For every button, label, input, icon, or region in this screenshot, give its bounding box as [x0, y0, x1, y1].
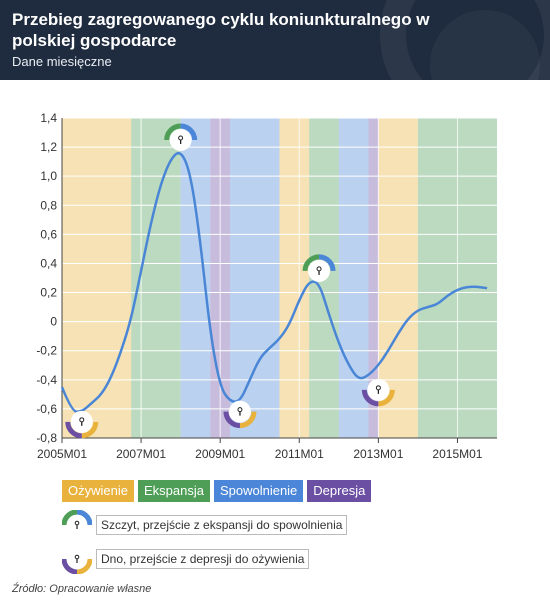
line-chart: -0,8 -0,6 -0,4 -0,2 0 0,2 0,4 0,6 0,8 1,0 1,2 1,4 20…: [36, 111, 497, 461]
legend-chip-ozywienie: Ożywienie: [62, 480, 134, 502]
x-tick-label-3: 2011M01: [275, 447, 324, 461]
series-line: [60, 151, 488, 414]
peak-marker-1: [302, 254, 336, 282]
phase-band-5: [279, 118, 310, 438]
phase-band-4: [230, 118, 280, 438]
trough-marker-2: [361, 378, 395, 407]
y-tick-label-4: 0: [50, 315, 57, 329]
trough-marker-0: [65, 410, 99, 439]
phase-band-2: [180, 118, 211, 438]
chart-header: Przebieg zagregowanego cyklu koniunktura…: [0, 0, 550, 80]
chart-title: Przebieg zagregowanego cyklu koniunktura…: [12, 10, 430, 50]
source-note: Źródło: Opracowanie własne: [12, 583, 152, 595]
chart-subtitle: Dane miesięczne: [12, 54, 112, 69]
trough-legend-label: Dno, przejście z depresji do ożywienia: [96, 549, 310, 569]
legend-chip-ekspansja: Ekspansja: [137, 480, 210, 502]
y-tick-label-10: 1,2: [40, 140, 57, 154]
y-tick-label-8: 0,8: [40, 198, 57, 212]
peak-marker-icon: [62, 510, 92, 535]
y-tick-label-0: -0,8: [36, 431, 57, 445]
legend-chip-spowolnienie: Spowolnienie: [213, 480, 304, 502]
y-tick-label-6: 0,4: [40, 256, 57, 270]
phase-band-0: [62, 118, 132, 438]
phase-band-8: [368, 118, 379, 438]
y-tick-label-1: -0,6: [36, 402, 57, 416]
trough-marker-1: [223, 400, 257, 429]
peak-legend-label: Szczyt, przejście z ekspansji do spowoln…: [96, 515, 348, 535]
x-tick-label-2: 2009M01: [195, 447, 245, 461]
peak-marker-0: [164, 123, 198, 151]
y-tick-label-2: -0,4: [36, 373, 57, 387]
y-tick-label-3: -0,2: [36, 344, 57, 358]
x-tick-label-0: 2005M01: [37, 447, 87, 461]
x-tick-label-4: 2013M01: [353, 447, 403, 461]
y-tick-label-7: 0,6: [40, 227, 57, 241]
legend-chip-depresja: Depresja: [307, 480, 372, 502]
y-tick-label-11: 1,4: [40, 111, 57, 125]
phase-legend: Ożywienie Ekspansja Spowolnienie Depresj…: [62, 480, 372, 502]
y-tick-label-5: 0,2: [40, 286, 57, 300]
trough-marker-icon: [62, 549, 92, 574]
x-tick-label-1: 2007M01: [116, 447, 166, 461]
y-tick-label-9: 1,0: [40, 169, 57, 183]
x-tick-label-5: 2015M01: [432, 447, 482, 461]
phase-band-7: [338, 118, 369, 438]
